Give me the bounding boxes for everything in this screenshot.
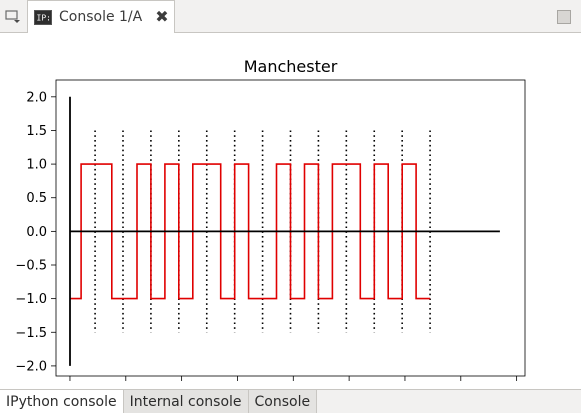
console-tab-bar: IPython console Internal console Console [0,389,581,413]
y-tick-label: −2.0 [15,359,47,374]
tab-label: Console [254,393,311,410]
y-tick-label: −0.5 [15,259,47,274]
y-tick-label: 2.0 [26,90,47,105]
y-tick-label: −1.5 [15,326,47,341]
y-tick-label: 0.0 [26,225,47,240]
ipython-console-icon: IP: [34,9,52,25]
y-tick-label: 0.5 [26,191,47,206]
tab-console-plain[interactable]: Console [248,390,318,413]
y-tick-label: 1.0 [26,158,47,173]
tab-label: Internal console [129,393,242,410]
chart-title: Manchester [244,57,338,76]
tab-menu-button[interactable] [0,0,26,32]
plot-frame [55,79,526,377]
tab-list-icon [5,10,20,23]
tab-console[interactable]: IP: Console 1/A ✖ [27,0,175,33]
tab-label: IPython console [6,393,117,410]
tab-bar: IP: Console 1/A ✖ [0,0,581,33]
close-icon[interactable]: ✖ [155,7,169,26]
options-menu-button[interactable] [557,10,571,24]
tab-internal-console[interactable]: Internal console [123,390,249,413]
y-tick-label: 1.5 [26,124,47,139]
manchester-chart: Manchester 2.0 1.5 1.0 0.5 0.0 −0.5 −1.0 −1.5 −2.… [15,57,526,381]
manchester-signal-line [70,163,431,300]
svg-text:IP:: IP: [37,13,51,22]
tab-title: Console 1/A [59,9,143,25]
plot-output: Manchester 2.0 1.5 1.0 0.5 0.0 −0.5 −1.0 −1.5 −2.… [0,33,581,389]
tab-ipython-console[interactable]: IPython console [0,390,124,413]
y-tick-label: −1.0 [15,292,47,307]
